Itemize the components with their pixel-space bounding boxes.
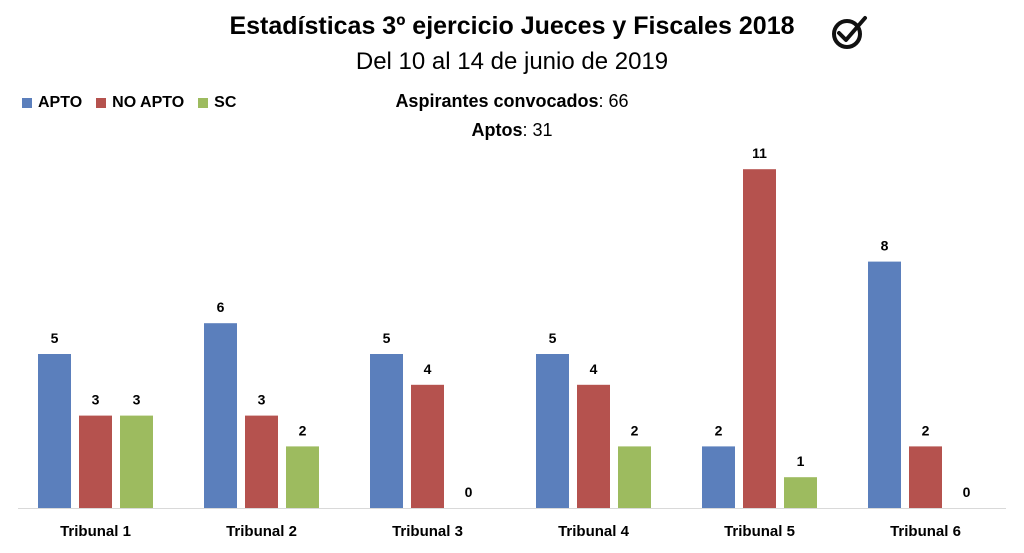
legend-swatch-sc — [198, 98, 209, 108]
bar-apto-2 — [204, 323, 237, 508]
bar-apto-4 — [536, 354, 569, 508]
legend-swatch-apto — [22, 98, 32, 108]
category-label-4: Tribunal 4 — [558, 523, 630, 540]
legend-label-apto: APTO — [38, 94, 83, 111]
data-label-apto-1: 5 — [51, 330, 59, 346]
bar-sc-1 — [120, 415, 153, 508]
stat-aptos-label: Aptos — [471, 120, 523, 140]
bar-no-apto-3 — [411, 384, 444, 508]
data-label-apto-4: 5 — [549, 330, 557, 346]
data-label-no-apto-5: 11 — [752, 145, 767, 161]
stat-aspirantes-value: 66 — [608, 91, 629, 111]
stat-aspirantes: Aspirantes convocados: 66 — [395, 91, 629, 111]
legend-item-apto: APTO — [22, 94, 82, 112]
bar-sc-2 — [286, 446, 319, 508]
category-label-2: Tribunal 2 — [226, 523, 297, 540]
bar-apto-1 — [38, 354, 71, 508]
chart-title: Estadísticas 3º ejercicio Jueces y Fisca… — [229, 12, 795, 40]
data-label-no-apto-2: 3 — [258, 392, 266, 408]
legend-item-no-apto: NO APTO — [96, 94, 184, 112]
data-label-sc-5: 1 — [797, 453, 805, 469]
chart-subtitle: Del 10 al 14 de junio de 2019 — [355, 48, 669, 75]
data-label-no-apto-3: 4 — [424, 361, 432, 377]
data-label-apto-6: 8 — [881, 238, 889, 254]
checkmark-circle-icon — [832, 16, 867, 49]
data-label-no-apto-1: 3 — [92, 392, 100, 408]
legend-label-sc: SC — [214, 94, 237, 111]
bar-no-apto-6 — [909, 446, 942, 508]
data-label-sc-3: 0 — [465, 484, 473, 500]
bar-no-apto-1 — [79, 415, 112, 508]
bar-no-apto-5 — [743, 169, 776, 508]
category-label-1: Tribunal 1 — [60, 523, 131, 540]
data-label-sc-6: 0 — [963, 484, 971, 500]
bar-apto-5 — [702, 446, 735, 508]
category-label-6: Tribunal 6 — [890, 523, 961, 540]
data-label-sc-4: 2 — [631, 422, 639, 438]
legend-swatch-no-apto — [96, 98, 107, 108]
stat-aspirantes-label: Aspirantes convocados — [395, 91, 599, 111]
legend-item-sc: SC — [198, 94, 236, 112]
bar-no-apto-4 — [577, 384, 610, 508]
stat-aptos: Aptos: 31 — [471, 120, 553, 140]
legend-label-no-apto: NO APTO — [112, 94, 185, 111]
bar-apto-6 — [868, 261, 901, 508]
bar-sc-4 — [618, 446, 651, 508]
data-label-apto-3: 5 — [383, 330, 391, 346]
data-label-no-apto-6: 2 — [922, 422, 930, 438]
chart-legend: APTO NO APTO SC — [22, 94, 236, 112]
data-label-apto-2: 6 — [217, 299, 225, 315]
category-label-3: Tribunal 3 — [392, 523, 463, 540]
bar-no-apto-2 — [245, 415, 278, 508]
data-label-sc-1: 3 — [133, 392, 141, 408]
bar-apto-3 — [370, 354, 403, 508]
data-label-sc-2: 2 — [299, 422, 307, 438]
data-label-apto-5: 2 — [715, 422, 723, 438]
category-label-5: Tribunal 5 — [724, 523, 795, 540]
data-label-no-apto-4: 4 — [590, 361, 598, 377]
bar-sc-5 — [784, 477, 817, 508]
stat-aptos-value: 31 — [532, 120, 553, 140]
